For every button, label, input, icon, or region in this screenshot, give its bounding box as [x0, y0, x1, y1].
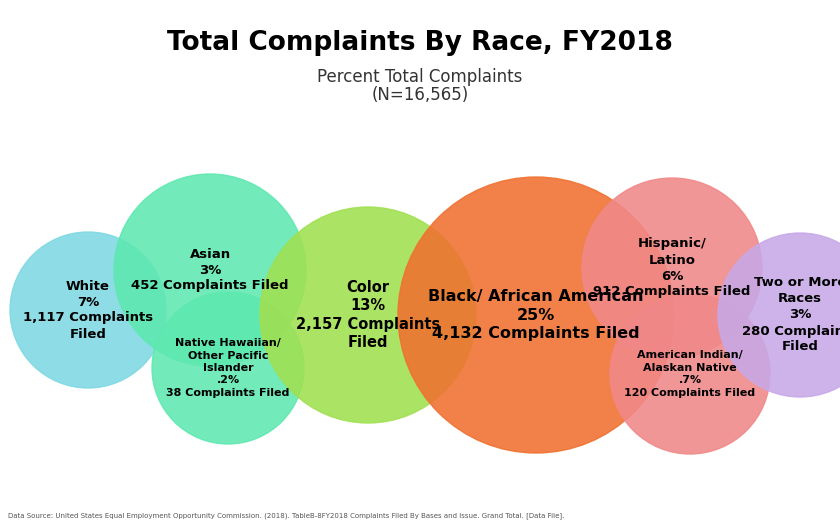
- Text: Black/ African American
25%
4,132 Complaints Filed: Black/ African American 25% 4,132 Compla…: [428, 289, 643, 341]
- Text: Asian
3%
452 Complaints Filed: Asian 3% 452 Complaints Filed: [131, 248, 289, 293]
- Text: Two or More
Races
3%
280 Complaints
Filed: Two or More Races 3% 280 Complaints File…: [742, 277, 840, 353]
- Circle shape: [582, 178, 762, 358]
- Text: (N=16,565): (N=16,565): [371, 86, 469, 104]
- Circle shape: [610, 294, 770, 454]
- Circle shape: [260, 207, 476, 423]
- Text: Native Hawaiian/
Other Pacific
Islander
.2%
38 Complaints Filed: Native Hawaiian/ Other Pacific Islander …: [166, 338, 290, 398]
- Text: White
7%
1,117 Complaints
Filed: White 7% 1,117 Complaints Filed: [23, 279, 153, 341]
- Circle shape: [114, 174, 306, 366]
- Circle shape: [10, 232, 166, 388]
- Circle shape: [398, 177, 674, 453]
- Text: American Indian/
Alaskan Native
.7%
120 Complaints Filed: American Indian/ Alaskan Native .7% 120 …: [624, 350, 755, 398]
- Circle shape: [152, 292, 304, 444]
- Text: Data Source: United States Equal Employment Opportunity Commission. (2018). Tabl: Data Source: United States Equal Employm…: [8, 512, 564, 519]
- Text: Percent Total Complaints: Percent Total Complaints: [318, 68, 522, 86]
- Text: Total Complaints By Race, FY2018: Total Complaints By Race, FY2018: [167, 30, 673, 56]
- Circle shape: [718, 233, 840, 397]
- Text: Hispanic/
Latino
6%
912 Complaints Filed: Hispanic/ Latino 6% 912 Complaints Filed: [593, 238, 751, 298]
- Text: Color
13%
2,157 Complaints
Filed: Color 13% 2,157 Complaints Filed: [296, 280, 440, 350]
